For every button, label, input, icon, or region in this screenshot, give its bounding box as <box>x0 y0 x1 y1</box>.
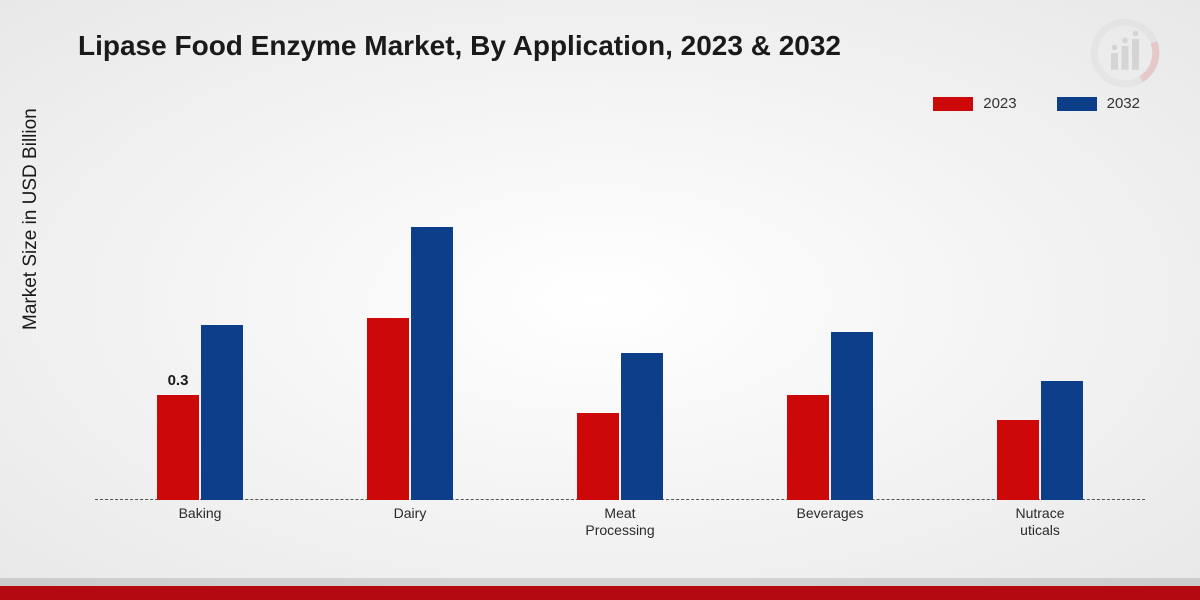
x-tick-label: Nutrace uticals <box>1015 505 1064 539</box>
bar <box>411 227 453 500</box>
legend-swatch-2032 <box>1057 97 1097 111</box>
legend-label-2023: 2023 <box>983 95 1016 112</box>
bar <box>577 413 619 501</box>
x-tick-label: Beverages <box>797 505 864 522</box>
x-tick-label: Dairy <box>394 505 427 522</box>
x-axis: Baking Dairy Meat Processing Beverages Nutra… <box>95 505 1145 555</box>
chart-container: Lipase Food Enzyme Market, By Applicatio… <box>0 0 1200 600</box>
legend-label-2032: 2032 <box>1107 95 1140 112</box>
bar <box>367 318 409 500</box>
chart-plot-area: 0.3 <box>95 150 1145 500</box>
bar-value-label: 0.3 <box>168 372 189 389</box>
bar-group <box>367 227 453 500</box>
legend-item-2023: 2023 <box>933 95 1016 112</box>
y-axis-label: Market Size in USD Billion <box>20 108 42 330</box>
legend: 2023 2032 <box>933 95 1140 112</box>
bar-group <box>787 332 873 500</box>
bar <box>997 420 1039 501</box>
legend-swatch-2023 <box>933 97 973 111</box>
bar-group <box>157 325 243 500</box>
x-tick-label: Meat Processing <box>585 505 654 539</box>
bar <box>831 332 873 500</box>
bar <box>201 325 243 500</box>
bar <box>157 395 199 500</box>
bar-group <box>997 381 1083 500</box>
chart-title: Lipase Food Enzyme Market, By Applicatio… <box>78 30 841 62</box>
legend-item-2032: 2032 <box>1057 95 1140 112</box>
watermark-logo <box>1090 18 1160 88</box>
bar <box>787 395 829 500</box>
bar <box>621 353 663 500</box>
bar <box>1041 381 1083 500</box>
bar-group <box>577 353 663 500</box>
x-tick-label: Baking <box>179 505 222 522</box>
footer-bar <box>0 586 1200 600</box>
footer-shadow <box>0 578 1200 586</box>
